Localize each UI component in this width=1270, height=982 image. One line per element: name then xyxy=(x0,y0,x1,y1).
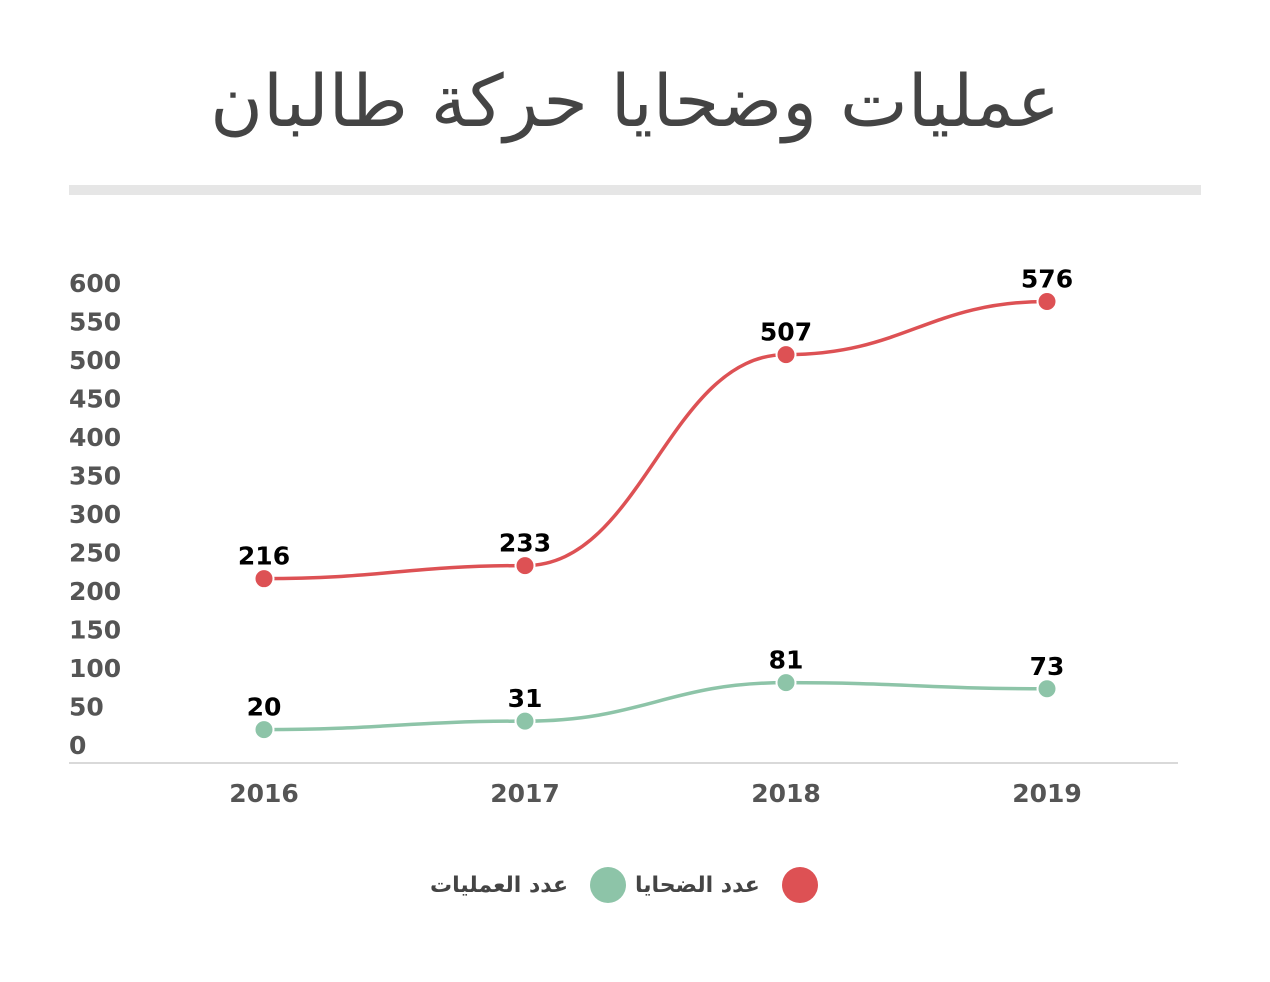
legend-label-victims: عدد الضحايا xyxy=(635,872,760,898)
y-tick-label: 450 xyxy=(69,385,121,414)
y-tick-label: 250 xyxy=(69,539,121,568)
data-label: 31 xyxy=(508,684,543,713)
data-point xyxy=(775,672,797,694)
x-tick-label: 2017 xyxy=(490,779,560,808)
legend: عدد الضحايا عدد العمليات xyxy=(0,862,1270,908)
data-label: 73 xyxy=(1030,652,1065,681)
x-axis-ticks: 2016 2017 2018 2019 xyxy=(229,779,1082,808)
series-points xyxy=(253,290,1058,741)
series-line-victims xyxy=(262,299,1049,581)
y-tick-label: 400 xyxy=(69,423,121,452)
data-label: 216 xyxy=(238,542,290,571)
y-tick-label: 600 xyxy=(69,269,121,298)
legend-label-operations: عدد العمليات xyxy=(430,872,568,898)
data-label: 507 xyxy=(760,318,812,347)
series-line-operations xyxy=(262,680,1049,732)
y-axis-ticks: 0 50 100 150 200 250 300 350 400 450 500 550 600 xyxy=(69,269,121,760)
y-tick-label: 300 xyxy=(69,500,121,529)
title-divider xyxy=(69,185,1201,195)
y-tick-label: 200 xyxy=(69,577,121,606)
y-tick-label: 500 xyxy=(69,346,121,375)
x-tick-label: 2018 xyxy=(751,779,821,808)
y-tick-label: 150 xyxy=(69,616,121,645)
data-point xyxy=(253,568,275,590)
y-tick-label: 550 xyxy=(69,308,121,337)
y-tick-label: 50 xyxy=(69,693,104,722)
data-label: 576 xyxy=(1021,264,1073,293)
y-tick-label: 0 xyxy=(69,731,86,760)
legend-item-victims[interactable]: عدد الضحايا xyxy=(635,862,818,908)
data-label: 20 xyxy=(247,693,282,722)
series-lines xyxy=(262,299,1049,732)
data-point xyxy=(775,344,797,366)
data-point xyxy=(1036,678,1058,700)
data-label: 81 xyxy=(769,646,804,675)
y-tick-label: 100 xyxy=(69,654,121,683)
data-point xyxy=(514,710,536,732)
legend-swatch-victims xyxy=(781,867,818,903)
data-point xyxy=(1036,290,1058,312)
chart-title: عمليات وضحايا حركة طالبان xyxy=(210,59,1060,143)
data-point xyxy=(253,719,275,741)
data-label: 233 xyxy=(499,529,551,558)
legend-swatch-operations xyxy=(589,867,626,903)
x-tick-label: 2019 xyxy=(1012,779,1082,808)
data-point xyxy=(514,555,536,577)
data-labels: 216 233 507 576 20 31 81 73 xyxy=(238,264,1073,721)
legend-item-operations[interactable]: عدد العمليات xyxy=(430,862,626,908)
y-tick-label: 350 xyxy=(69,462,121,491)
x-tick-label: 2016 xyxy=(229,779,299,808)
